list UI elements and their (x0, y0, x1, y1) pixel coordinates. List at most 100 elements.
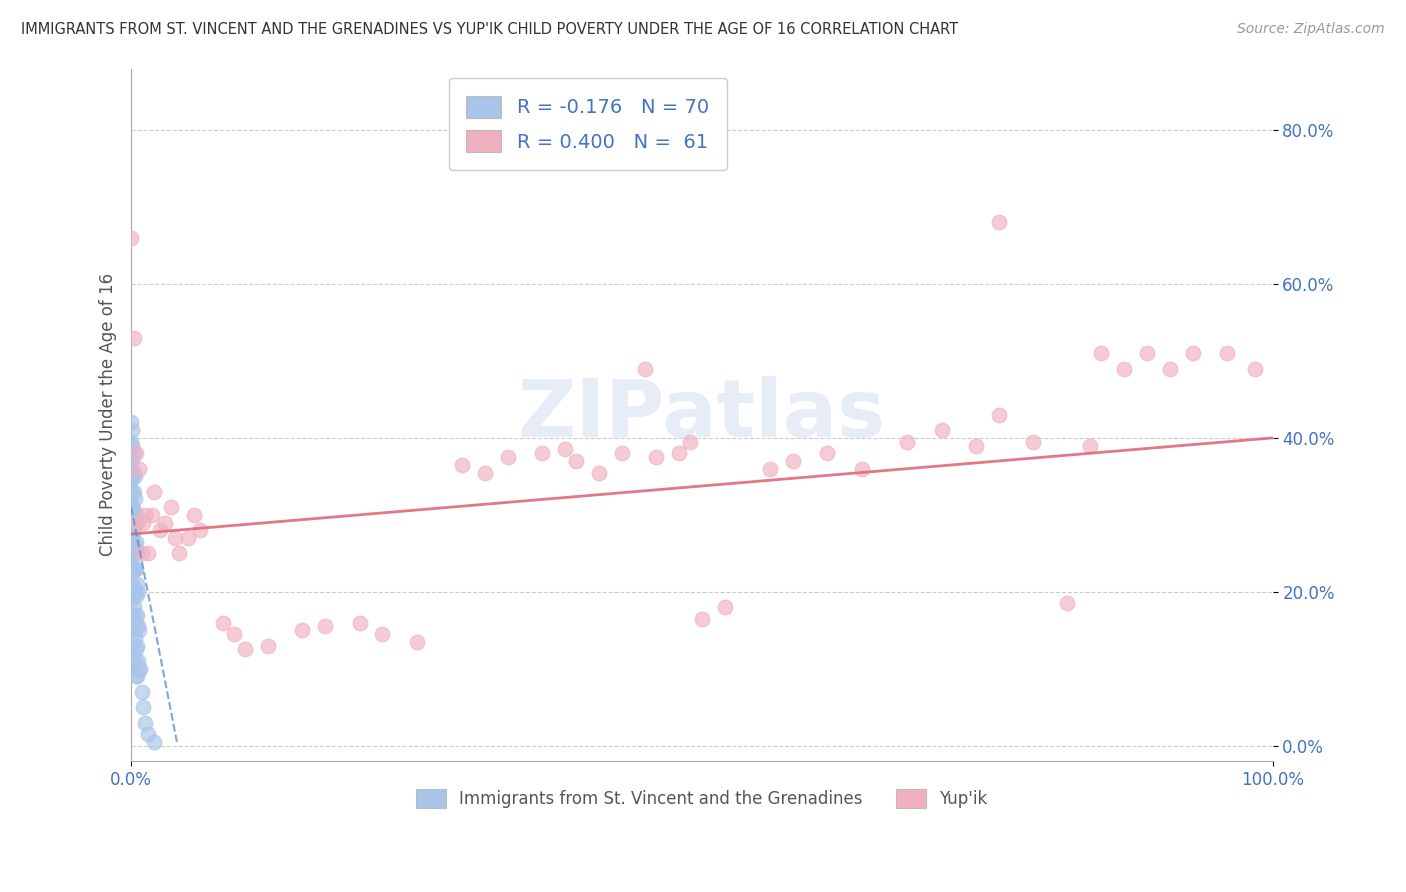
Point (124, 516, 146, 530)
Point (634, 361, 657, 376)
Point (124, 469, 146, 483)
Point (121, 454, 143, 468)
Point (120, 542, 142, 557)
Point (149, 523, 172, 537)
Point (125, 516, 148, 530)
Point (1078, 439, 1101, 453)
Point (122, 446, 145, 460)
Point (125, 642, 148, 657)
Point (122, 484, 145, 499)
Point (987, 215, 1010, 229)
Point (134, 715, 156, 730)
Point (120, 450, 142, 464)
Point (124, 584, 146, 599)
Point (679, 434, 702, 449)
Point (163, 531, 186, 545)
Point (167, 546, 190, 560)
Point (122, 523, 145, 537)
Text: Source: ZipAtlas.com: Source: ZipAtlas.com (1237, 22, 1385, 37)
Point (121, 624, 143, 638)
Point (1244, 361, 1267, 376)
Point (122, 619, 145, 633)
Point (645, 450, 668, 464)
Point (122, 581, 145, 595)
Point (120, 554, 142, 568)
Point (143, 484, 166, 499)
Point (120, 434, 142, 449)
Point (155, 516, 177, 530)
Point (125, 615, 148, 630)
Point (121, 423, 143, 437)
Point (1216, 346, 1239, 360)
Point (138, 727, 160, 741)
Point (124, 562, 146, 576)
Point (211, 615, 233, 630)
Point (451, 458, 474, 472)
Point (127, 584, 149, 599)
Point (222, 627, 245, 641)
Point (668, 446, 690, 460)
Point (120, 508, 142, 522)
Point (141, 508, 163, 522)
Point (314, 619, 336, 633)
Point (817, 446, 839, 460)
Point (120, 473, 142, 487)
Point (121, 546, 143, 560)
Point (690, 612, 713, 626)
Point (121, 562, 143, 576)
Point (131, 546, 153, 560)
Point (235, 642, 257, 657)
Point (1022, 434, 1045, 449)
Point (122, 504, 145, 518)
Point (127, 619, 149, 633)
Point (474, 466, 496, 480)
Point (1090, 346, 1112, 360)
Text: ZIPatlas: ZIPatlas (517, 376, 886, 454)
Point (124, 607, 146, 622)
Point (188, 523, 211, 537)
Point (610, 446, 633, 460)
Point (896, 434, 918, 449)
Point (125, 546, 148, 560)
Point (121, 654, 143, 668)
Point (143, 735, 166, 749)
Point (121, 607, 143, 622)
Point (987, 408, 1010, 422)
Y-axis label: Child Poverty Under the Age of 16: Child Poverty Under the Age of 16 (100, 273, 117, 557)
Point (588, 466, 610, 480)
Point (125, 669, 148, 683)
Point (713, 600, 735, 615)
Point (131, 516, 153, 530)
Point (121, 484, 143, 499)
Point (257, 639, 280, 653)
Point (1056, 596, 1078, 610)
Point (120, 416, 142, 430)
Point (134, 508, 156, 522)
Point (122, 562, 145, 576)
Point (128, 662, 150, 676)
Point (531, 446, 554, 460)
Point (371, 627, 394, 641)
Point (1114, 361, 1136, 376)
Point (121, 439, 143, 453)
Point (124, 631, 146, 645)
Point (131, 700, 153, 714)
Point (122, 466, 145, 480)
Point (125, 607, 148, 622)
Point (125, 562, 148, 576)
Point (759, 461, 782, 475)
Point (129, 662, 152, 676)
Point (122, 331, 145, 345)
Point (124, 492, 146, 507)
Point (122, 542, 145, 557)
Point (851, 461, 873, 475)
Point (1181, 346, 1204, 360)
Point (565, 454, 588, 468)
Legend: Immigrants from St. Vincent and the Grenadines, Yup'ik: Immigrants from St. Vincent and the Gren… (409, 782, 994, 815)
Point (120, 484, 142, 499)
Point (405, 635, 427, 649)
Point (122, 600, 145, 615)
Point (138, 546, 160, 560)
Text: IMMIGRANTS FROM ST. VINCENT AND THE GRENADINES VS YUP'IK CHILD POVERTY UNDER THE: IMMIGRANTS FROM ST. VINCENT AND THE GREN… (21, 22, 959, 37)
Point (128, 461, 150, 475)
